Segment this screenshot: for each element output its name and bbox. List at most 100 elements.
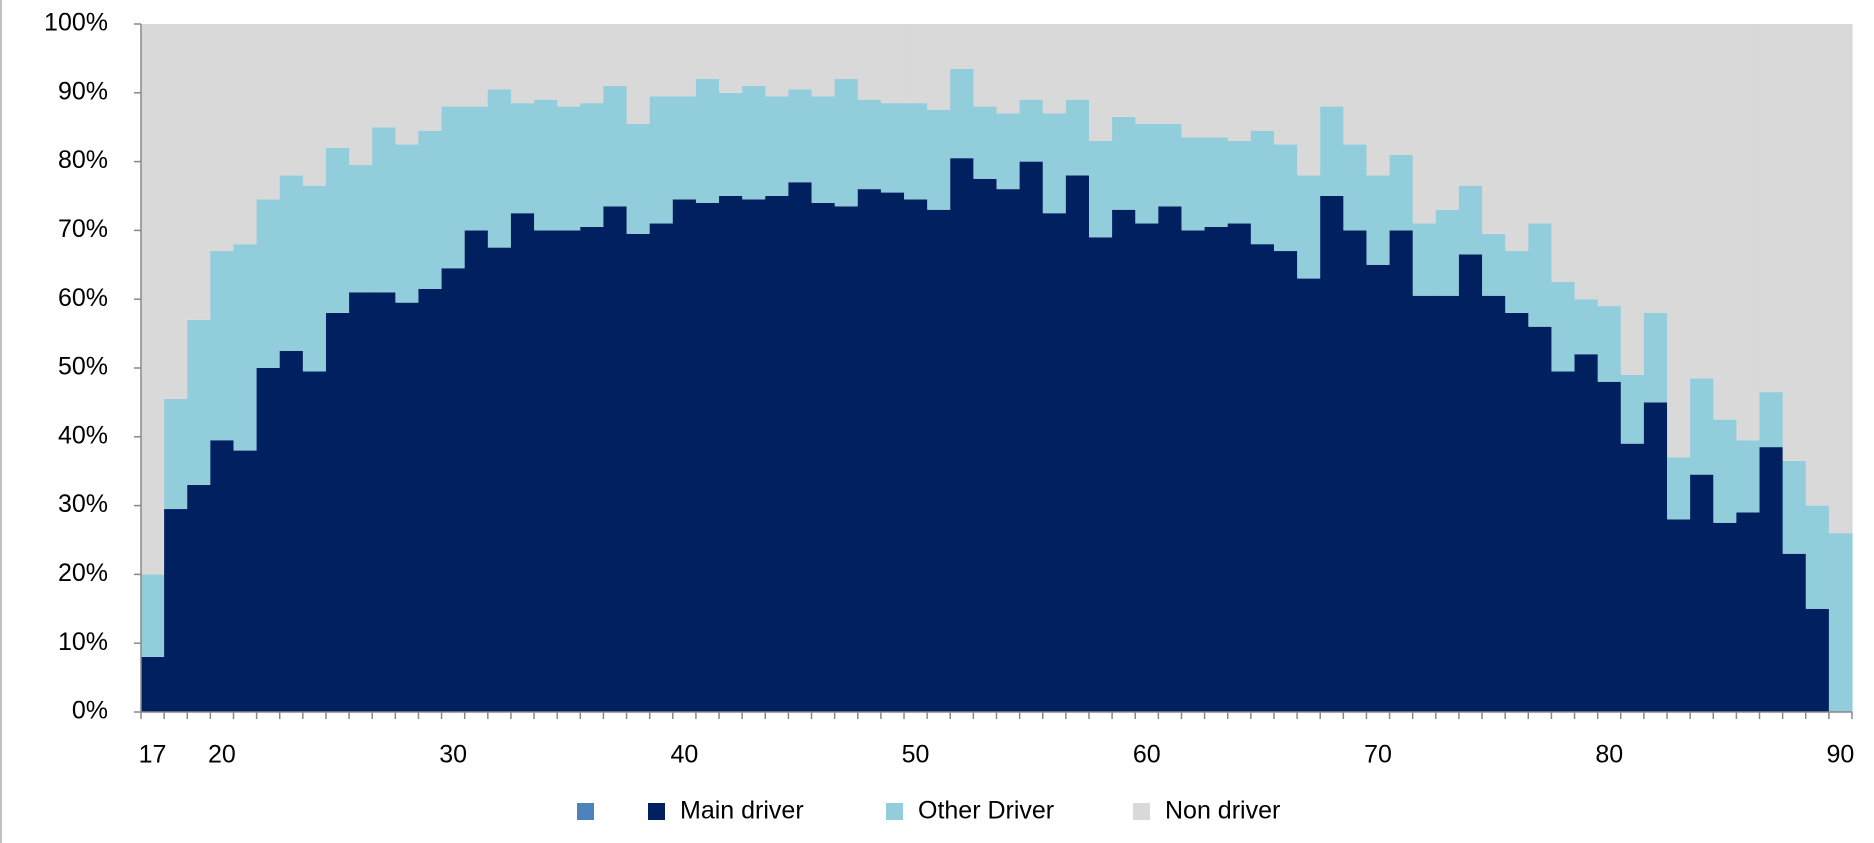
bar-segment <box>580 103 605 227</box>
bar-segment <box>1112 116 1136 210</box>
bar-segment <box>279 24 304 176</box>
bar-segment <box>372 292 396 712</box>
bar-segment <box>510 103 535 214</box>
bar-segment <box>372 24 396 128</box>
bar-segment <box>1782 460 1807 554</box>
bar-segment <box>1597 24 1622 307</box>
bar-segment <box>1805 505 1830 609</box>
bar-segment <box>141 24 165 575</box>
legend-swatch <box>886 803 903 820</box>
bar-segment <box>996 113 1021 190</box>
bar-segment <box>1528 326 1553 712</box>
bar-segment <box>742 24 766 86</box>
bar-segment <box>1320 24 1344 107</box>
bar-segment <box>1597 306 1622 382</box>
bar-segment <box>811 24 836 97</box>
bar-segment <box>395 144 420 303</box>
bar-segment <box>1736 512 1761 712</box>
bar-segment <box>233 450 258 712</box>
bar-segment <box>1273 24 1298 145</box>
bar-segment <box>141 574 165 657</box>
bar-segment <box>534 24 558 100</box>
bar-segment <box>1713 522 1737 712</box>
bar-segment <box>1736 440 1761 513</box>
bar-segment <box>349 165 373 293</box>
y-tick-label: 70% <box>58 215 108 243</box>
bar-segment <box>1158 24 1183 124</box>
bar-segment <box>1042 213 1067 712</box>
bar-segment <box>164 509 188 712</box>
bar-segment <box>233 24 258 245</box>
bar-segment <box>1828 24 1853 534</box>
bar-segment <box>210 440 235 712</box>
bar-segment <box>603 24 628 86</box>
bar-segment <box>1019 161 1044 713</box>
bar-segment <box>626 24 651 124</box>
y-tick-label: 60% <box>58 284 108 312</box>
bar-segment <box>1343 230 1368 712</box>
bar-segment <box>1759 24 1784 393</box>
bar-segment <box>1181 137 1206 231</box>
bar-segment <box>1690 474 1714 712</box>
bar-segment <box>1551 282 1576 372</box>
bar-segment <box>302 185 327 372</box>
x-tick-label: 70 <box>1364 741 1392 769</box>
bar-segment <box>904 103 928 200</box>
bar-segment <box>1620 374 1645 444</box>
bar-segment <box>349 24 373 166</box>
bar-segment <box>927 110 951 210</box>
bar-segment <box>1551 371 1576 712</box>
x-tick-label: 17 <box>139 741 167 769</box>
bar-segment <box>1042 24 1067 114</box>
bar-segment <box>880 192 905 712</box>
bar-segment <box>1736 24 1761 441</box>
bar-segment <box>1135 123 1159 224</box>
bar-segment <box>487 24 512 90</box>
bar-segment <box>649 96 674 224</box>
bar-segment <box>1366 24 1391 176</box>
bar-segment <box>719 92 743 196</box>
bar-segment <box>418 24 443 131</box>
bar-segment <box>603 85 628 207</box>
bar-segment <box>1343 24 1368 145</box>
bar-segment <box>649 223 674 712</box>
bar-segment <box>325 147 350 313</box>
bar-segment <box>1366 264 1391 712</box>
bar-segment <box>325 24 350 148</box>
bar-segment <box>580 226 605 712</box>
bar-segment <box>1366 175 1391 265</box>
bar-segment <box>441 106 466 269</box>
bar-segment <box>1227 223 1252 712</box>
bar-segment <box>441 24 466 107</box>
bar-segment <box>418 130 443 289</box>
bar-segment <box>441 268 466 712</box>
bar-segment <box>765 196 790 712</box>
bar-segment <box>1135 24 1159 124</box>
y-tick-label: 40% <box>58 421 108 449</box>
bar-segment <box>279 175 304 351</box>
bar-segment <box>811 202 836 712</box>
bar-segment <box>1690 24 1714 379</box>
bar-segment <box>1019 99 1044 162</box>
bar-segment <box>1389 230 1414 712</box>
bar-segment <box>395 302 420 712</box>
bar-segment <box>695 24 720 80</box>
bar-segment <box>141 656 165 712</box>
bar-segment <box>534 99 558 231</box>
bar-segment <box>1389 24 1414 155</box>
bar-segment <box>1297 24 1321 176</box>
bar-segment <box>164 24 188 399</box>
bar-segment <box>1759 447 1784 712</box>
bar-segment <box>1782 24 1807 461</box>
bar-segment <box>1227 24 1252 141</box>
bar-segment <box>1482 233 1506 296</box>
bar-segment <box>279 350 304 712</box>
bar-segment <box>1088 24 1113 141</box>
bar-segment <box>904 199 928 712</box>
bar-segment <box>1065 24 1090 100</box>
bar-segment <box>1204 226 1229 712</box>
bar-segment <box>1042 113 1067 214</box>
bar-segment <box>880 103 905 193</box>
y-tick-label: 20% <box>58 559 108 587</box>
x-tick-label: 60 <box>1133 741 1161 769</box>
